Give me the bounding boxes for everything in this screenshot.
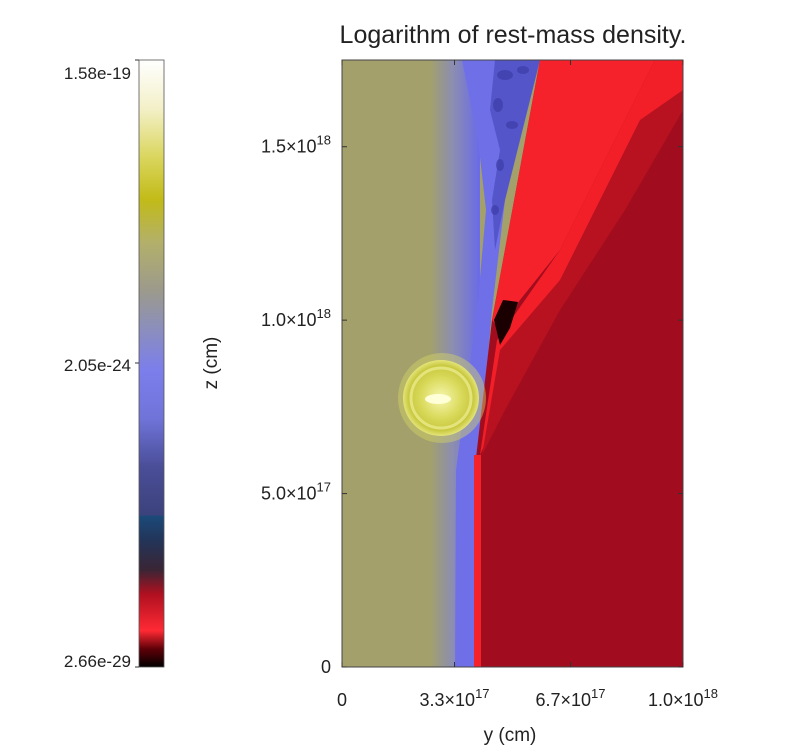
jet-bright-band bbox=[492, 60, 655, 330]
y-axis-ticks: 0 5.0×1017 1.0×1018 1.5×1018 bbox=[261, 133, 683, 677]
colorbar: 1.58e-19 2.05e-24 2.66e-29 bbox=[64, 59, 165, 671]
x-tick-label: 1.0×1018 bbox=[648, 686, 718, 710]
x-tick-label: 3.3×1017 bbox=[420, 686, 490, 710]
colorbar-label-min: 2.66e-29 bbox=[64, 652, 131, 671]
colorbar-label-mid: 2.05e-24 bbox=[64, 356, 131, 375]
plot-frame bbox=[341, 59, 684, 668]
y-tick-label: 1.0×1018 bbox=[261, 306, 331, 330]
y-tick-label: 5.0×1017 bbox=[261, 480, 331, 504]
jet-shock-inner bbox=[482, 90, 683, 455]
blob-core bbox=[425, 394, 451, 404]
y-tick-label: 0 bbox=[321, 657, 331, 677]
y-tick-label: 1.5×1018 bbox=[261, 133, 331, 157]
colorbar-gradient bbox=[138, 59, 165, 668]
jet-cavity bbox=[494, 300, 518, 345]
y-axis-label: z (cm) bbox=[201, 337, 222, 390]
colorbar-label-max: 1.58e-19 bbox=[64, 64, 131, 83]
turbulent-eddies bbox=[491, 66, 529, 215]
x-tick-label: 6.7×1017 bbox=[535, 686, 605, 710]
blob-ring bbox=[409, 366, 473, 430]
heatmap-field bbox=[342, 60, 683, 667]
x-axis-label: y (cm) bbox=[484, 725, 537, 746]
jet-lower-edge bbox=[474, 455, 481, 667]
chart-title: Logarithm of rest-mass density. bbox=[340, 21, 687, 49]
x-tick-label: 0 bbox=[337, 690, 347, 710]
